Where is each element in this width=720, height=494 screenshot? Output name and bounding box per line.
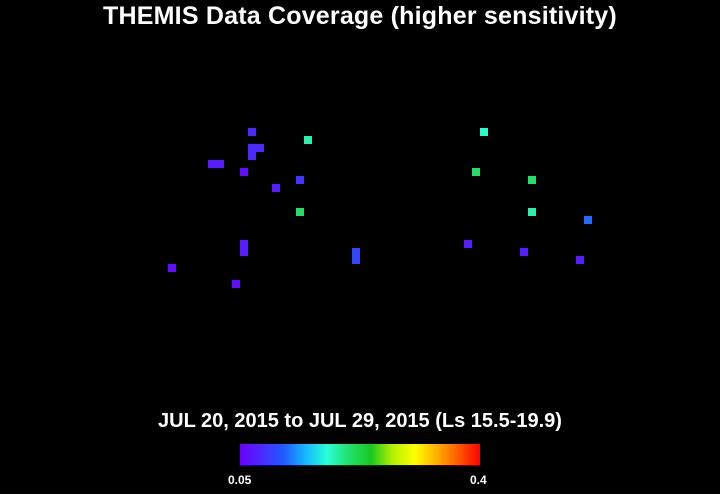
- coverage-cell: [248, 128, 256, 136]
- coverage-cell: [528, 176, 536, 184]
- coverage-cell: [240, 248, 248, 256]
- coverage-cell: [480, 128, 488, 136]
- coverage-cell: [232, 280, 240, 288]
- coverage-cell: [520, 248, 528, 256]
- colorbar-max-label: 0.4: [470, 473, 487, 487]
- coverage-cell: [240, 240, 248, 248]
- coverage-cell: [352, 256, 360, 264]
- coverage-cell: [472, 168, 480, 176]
- colorbar-min-label: 0.05: [228, 473, 252, 487]
- coverage-cell: [240, 168, 248, 176]
- coverage-cell: [352, 248, 360, 256]
- coverage-cell: [576, 256, 584, 264]
- coverage-cell: [304, 136, 312, 144]
- coverage-cell: [168, 264, 176, 272]
- coverage-cell: [296, 208, 304, 216]
- chart-title: THEMIS Data Coverage (higher sensitivity…: [103, 2, 617, 30]
- coverage-cell: [216, 160, 224, 168]
- coverage-cell: [208, 160, 216, 168]
- coverage-cell: [256, 144, 264, 152]
- date-range-label: JUL 20, 2015 to JUL 29, 2015 (Ls 15.5-19…: [158, 410, 562, 432]
- coverage-cell: [296, 176, 304, 184]
- coverage-cell: [584, 216, 592, 224]
- coverage-cells: [168, 128, 592, 288]
- coverage-cell: [248, 152, 256, 160]
- coverage-cell: [464, 240, 472, 248]
- coverage-cell: [248, 144, 256, 152]
- colorbar-gradient: [240, 444, 480, 465]
- coverage-cell: [528, 208, 536, 216]
- coverage-cell: [272, 184, 280, 192]
- colorbar: [240, 444, 480, 465]
